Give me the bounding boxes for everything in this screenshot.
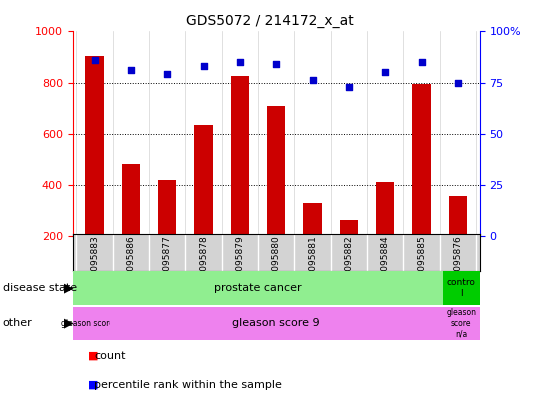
Point	[163, 71, 171, 77]
Bar	[195, 125, 213, 236]
Bar	[449, 196, 467, 236]
Point	[417, 59, 426, 65]
Text: contro
l: contro l	[447, 278, 475, 298]
Text: other: other	[3, 318, 32, 328]
Text: gleason
score
n/a: gleason score n/a	[446, 309, 476, 338]
Text: disease state: disease state	[3, 283, 77, 293]
Text: GSM1095882: GSM1095882	[344, 236, 354, 296]
Point	[90, 57, 99, 63]
Point	[236, 59, 244, 65]
Bar	[303, 202, 322, 236]
Bar	[376, 182, 395, 236]
Text: GSM1095886: GSM1095886	[127, 236, 135, 296]
Text: GSM1095881: GSM1095881	[308, 236, 317, 296]
Text: ▶: ▶	[64, 317, 74, 330]
Bar	[340, 220, 358, 236]
Text: GSM1095877: GSM1095877	[163, 236, 172, 296]
Bar	[86, 56, 103, 236]
Point	[381, 69, 390, 75]
Point	[127, 67, 135, 73]
Text: GSM1095878: GSM1095878	[199, 236, 208, 296]
Point	[454, 79, 462, 86]
Text: GSM1095883: GSM1095883	[90, 236, 99, 296]
Bar	[158, 180, 176, 236]
Text: ▶: ▶	[64, 281, 74, 294]
Bar	[231, 76, 249, 236]
Text: GSM1095885: GSM1095885	[417, 236, 426, 296]
Bar	[267, 105, 285, 236]
Text: ■: ■	[88, 380, 98, 390]
Text: GSM1095879: GSM1095879	[236, 236, 244, 296]
Text: count: count	[94, 351, 126, 361]
Text: GSM1095880: GSM1095880	[272, 236, 281, 296]
Text: gleason score 8: gleason score 8	[61, 319, 121, 328]
Text: gleason score 9: gleason score 9	[232, 318, 320, 328]
Text: GSM1095884: GSM1095884	[381, 236, 390, 296]
Text: ■: ■	[88, 351, 98, 361]
Text: percentile rank within the sample: percentile rank within the sample	[94, 380, 282, 390]
Point	[308, 77, 317, 84]
Text: GDS5072 / 214172_x_at: GDS5072 / 214172_x_at	[185, 14, 354, 28]
Text: prostate cancer: prostate cancer	[214, 283, 301, 293]
Point	[344, 83, 353, 90]
Bar	[412, 84, 431, 236]
Point	[272, 61, 281, 67]
Point	[199, 63, 208, 69]
Text: GSM1095876: GSM1095876	[453, 236, 462, 296]
Bar	[122, 164, 140, 236]
